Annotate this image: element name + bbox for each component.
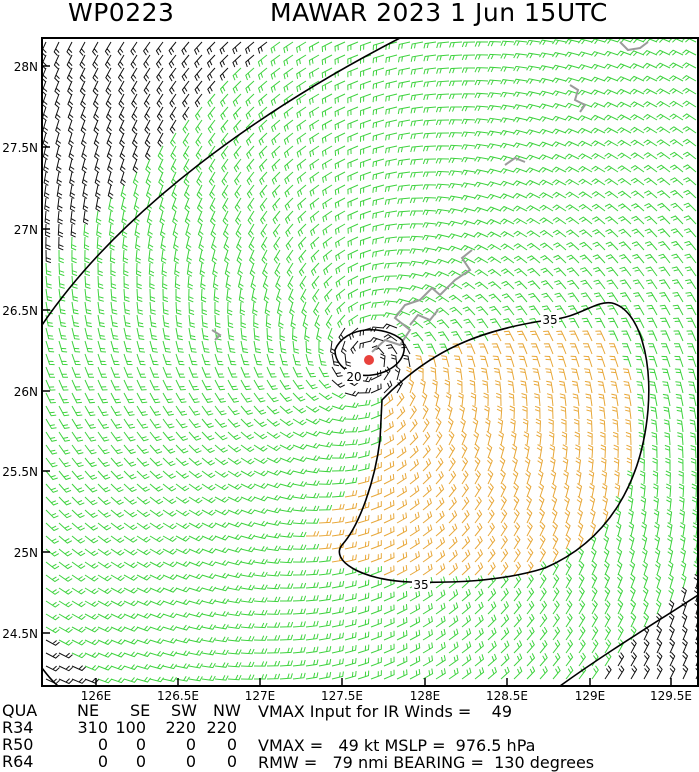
contour-label-bg xyxy=(412,577,430,591)
lon-label: 126E xyxy=(81,689,112,703)
contour-label: 20 xyxy=(346,370,361,384)
outer-contour-se xyxy=(559,594,698,686)
lon-label: 128.5E xyxy=(486,689,528,703)
contour-label: 35 xyxy=(542,313,557,327)
lat-label: 27.5N xyxy=(2,141,38,155)
lat-label: 26N xyxy=(14,385,38,399)
wind-barbs-low xyxy=(45,38,698,684)
vmax-mslp-line: VMAX = 49 kt MSLP = 976.5 hPa xyxy=(258,736,536,755)
coastline xyxy=(371,249,473,353)
lat-label: 25.5N xyxy=(2,465,38,479)
table-header-sw: SW xyxy=(171,701,197,720)
latitude-axis: 28N 27.5N 27N 26.5N 26N 25.5N 25N 24.5N xyxy=(2,60,50,641)
longitude-axis: 126E 126.5E 127E 127.5E 128E 128.5E 129E 129.5E xyxy=(81,678,692,703)
table-header-qua: QUA xyxy=(2,701,38,720)
wind-contours: 35 20 35 xyxy=(42,38,698,686)
lat-label: 28N xyxy=(14,60,38,74)
contour-label: 35 xyxy=(413,578,428,592)
lon-label: 128E xyxy=(410,689,441,703)
r34-ne: 310 xyxy=(77,718,108,737)
lat-label: 26.5N xyxy=(2,304,38,318)
lon-label: 127.5E xyxy=(321,689,363,703)
vmax-input-line: VMAX Input for IR Winds = 49 xyxy=(258,702,513,721)
r64-nw: 0 xyxy=(226,752,237,771)
r64-se: 0 xyxy=(135,752,146,771)
lon-label: 129.5E xyxy=(650,689,692,703)
coastline xyxy=(504,156,526,166)
outer-contour-nw xyxy=(42,38,401,326)
storm-id: WP0223 xyxy=(68,0,175,27)
r50-nw: 0 xyxy=(226,735,237,754)
lat-label: 27N xyxy=(14,223,38,237)
lon-label: 126.5E xyxy=(157,689,199,703)
storm-title: MAWAR 2023 1 Jun 15UTC xyxy=(270,0,608,27)
outer-contour-sw xyxy=(42,667,59,686)
coastline xyxy=(211,329,222,341)
table-header-se: SE xyxy=(130,701,151,720)
r34-sw: 220 xyxy=(165,718,196,737)
row-label-r64: R64 xyxy=(2,752,34,771)
r34-se: 100 xyxy=(115,718,146,737)
contour-20 xyxy=(334,329,405,377)
contour-label-bg xyxy=(541,312,559,326)
wind-barb-field xyxy=(42,38,698,685)
r50-ne: 0 xyxy=(97,735,108,754)
map-frame xyxy=(41,37,699,687)
r50-sw: 0 xyxy=(185,735,196,754)
wind-barbs-weak xyxy=(42,41,698,685)
coastline xyxy=(619,41,649,52)
lat-label: 24.5N xyxy=(2,627,38,641)
r64-ne: 0 xyxy=(97,752,108,771)
contour-label-bg xyxy=(345,369,363,383)
coastline xyxy=(409,309,439,326)
r50-se: 0 xyxy=(135,735,146,754)
coastline xyxy=(569,84,587,113)
table-header-nw: NW xyxy=(213,701,241,720)
row-label-r50: R50 xyxy=(2,735,34,754)
row-label-r34: R34 xyxy=(2,718,34,737)
wind-barbs-gale xyxy=(305,330,633,576)
storm-center-marker xyxy=(364,355,374,365)
lat-label: 25N xyxy=(14,546,38,560)
lon-label: 127E xyxy=(245,689,276,703)
r64-sw: 0 xyxy=(185,752,196,771)
rmw-bearing-line: RMW = 79 nmi BEARING = 130 degrees xyxy=(258,753,595,772)
r34-nw: 220 xyxy=(206,718,237,737)
lon-label: 129E xyxy=(575,689,606,703)
table-header-ne: NE xyxy=(77,701,100,720)
